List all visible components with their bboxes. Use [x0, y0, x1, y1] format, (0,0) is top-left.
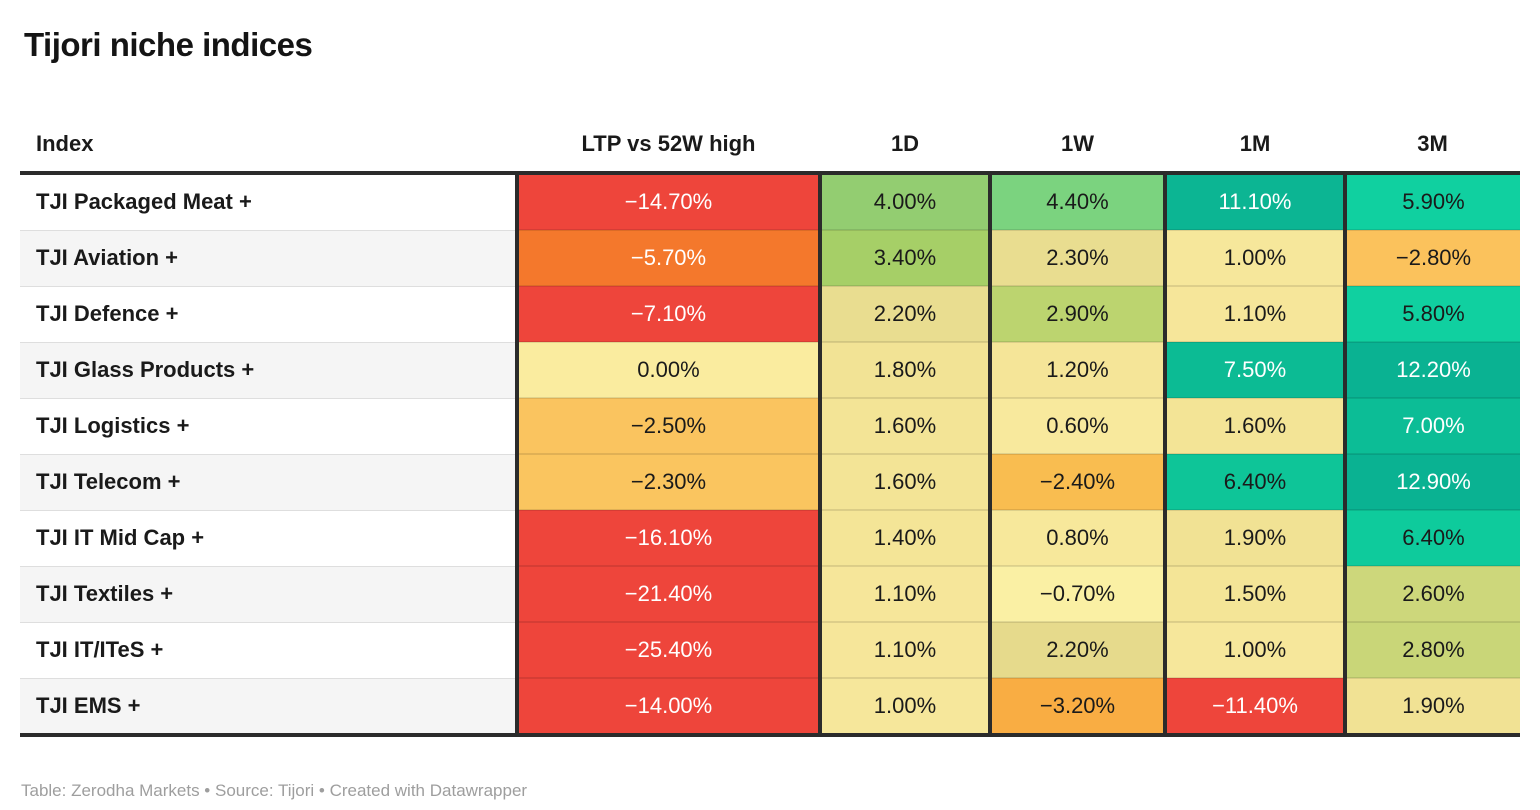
value-cell: 0.00% [515, 341, 820, 398]
value-cell: 1.80% [818, 341, 990, 398]
value-cell: −14.00% [515, 677, 820, 737]
table-row: TJI IT/ITeS + −25.40% 1.10% 2.20% 1.00% 2.80% [20, 621, 1520, 678]
value-cell: 7.50% [1163, 341, 1345, 398]
table-row: TJI Glass Products +0.00% 1.80% 1.20% 7.50%… [20, 341, 1520, 398]
table-row: TJI Telecom + −2.30% 1.60% −2.40% 6.40% 12.90… [20, 453, 1520, 510]
value-cell: 1.10% [818, 565, 990, 622]
index-cell[interactable]: TJI IT Mid Cap + [20, 509, 517, 566]
value-cell: 7.00% [1343, 397, 1520, 454]
value-cell: 12.20% [1343, 341, 1520, 398]
value-cell: 2.60% [1343, 565, 1520, 622]
value-cell: 0.80% [988, 509, 1165, 566]
table-row: TJI Textiles + −21.40% 1.10% −0.70% 1.50% 2.6… [20, 565, 1520, 622]
value-cell: 1.00% [1163, 621, 1345, 678]
table-row: TJI EMS + −14.00% 1.00% −3.20% −11.40% 1.90% [20, 677, 1520, 737]
column-header-ltp-vs-52w-high: LTP vs 52W high [517, 117, 820, 175]
indices-table: Index LTP vs 52W high 1D 1W 1M 3M TJI Pa… [20, 117, 1520, 737]
index-cell[interactable]: TJI Textiles + [20, 565, 517, 622]
value-cell: 1.90% [1343, 677, 1520, 737]
value-cell: 11.10% [1163, 173, 1345, 230]
value-cell: 1.40% [818, 509, 990, 566]
value-cell: 1.60% [818, 453, 990, 510]
value-cell: −16.10% [515, 509, 820, 566]
value-cell: −0.70% [988, 565, 1165, 622]
table-row: TJI Packaged Meat + −14.70% 4.00% 4.40% 11.1… [20, 173, 1520, 230]
value-cell: 5.90% [1343, 173, 1520, 230]
value-cell: 4.40% [988, 173, 1165, 230]
value-cell: −14.70% [515, 173, 820, 230]
value-cell: 12.90% [1343, 453, 1520, 510]
value-cell: 5.80% [1343, 285, 1520, 342]
value-cell: −21.40% [515, 565, 820, 622]
value-cell: 1.00% [1163, 229, 1345, 286]
table-header: Index LTP vs 52W high 1D 1W 1M 3M [20, 117, 1520, 175]
index-cell[interactable]: TJI Telecom + [20, 453, 517, 510]
value-cell: 1.10% [818, 621, 990, 678]
value-cell: 1.60% [1163, 397, 1345, 454]
value-cell: 1.00% [818, 677, 990, 737]
header-row: Index LTP vs 52W high 1D 1W 1M 3M [20, 117, 1520, 175]
value-cell: −2.50% [515, 397, 820, 454]
value-cell: −25.40% [515, 621, 820, 678]
value-cell: 2.20% [818, 285, 990, 342]
page-title: Tijori niche indices [24, 26, 313, 63]
index-cell[interactable]: TJI EMS + [20, 677, 517, 737]
column-header-1w: 1W [990, 117, 1165, 175]
column-header-index: Index [20, 117, 517, 175]
value-cell: −2.40% [988, 453, 1165, 510]
value-cell: 1.60% [818, 397, 990, 454]
value-cell: 1.10% [1163, 285, 1345, 342]
value-cell: 1.20% [988, 341, 1165, 398]
value-cell: 2.90% [988, 285, 1165, 342]
value-cell: 6.40% [1343, 509, 1520, 566]
index-cell[interactable]: TJI Aviation + [20, 229, 517, 286]
table-row: TJI IT Mid Cap + −16.10% 1.40% 0.80% 1.90% 6.… [20, 509, 1520, 566]
value-cell: −2.30% [515, 453, 820, 510]
index-cell[interactable]: TJI Glass Products + [20, 341, 517, 398]
value-cell: 1.90% [1163, 509, 1345, 566]
value-cell: −11.40% [1163, 677, 1345, 737]
column-header-3m: 3M [1345, 117, 1520, 175]
value-cell: 2.20% [988, 621, 1165, 678]
value-cell: −5.70% [515, 229, 820, 286]
table-body: TJI Packaged Meat + −14.70% 4.00% 4.40% 11.1… [20, 173, 1520, 737]
value-cell: 2.80% [1343, 621, 1520, 678]
value-cell: 2.30% [988, 229, 1165, 286]
index-cell[interactable]: TJI Packaged Meat + [36, 189, 252, 215]
index-cell[interactable]: TJI IT/ITeS + [20, 621, 517, 678]
value-cell: 0.60% [988, 397, 1165, 454]
table-row: TJI Logistics + −2.50% 1.60% 0.60% 1.60% 7.00… [20, 397, 1520, 454]
column-header-1d: 1D [820, 117, 990, 175]
value-cell: 4.00% [818, 173, 990, 230]
value-cell: 1.50% [1163, 565, 1345, 622]
value-cell: 3.40% [818, 229, 990, 286]
value-cell: −7.10% [515, 285, 820, 342]
index-cell[interactable]: TJI Logistics + [20, 397, 517, 454]
table-row: TJI Defence + −7.10% 2.20% 2.90% 1.10% 5.80% [20, 285, 1520, 342]
index-cell[interactable]: TJI Defence + [20, 285, 517, 342]
value-cell: −2.80% [1343, 229, 1520, 286]
column-header-1m: 1M [1165, 117, 1345, 175]
attribution-footer: Table: Zerodha Markets • Source: Tijori … [21, 781, 528, 800]
value-cell: 6.40% [1163, 453, 1345, 510]
table-row: TJI Aviation + −5.70% 3.40% 2.30% 1.00% −2.80… [20, 229, 1520, 286]
value-cell: −3.20% [988, 677, 1165, 737]
